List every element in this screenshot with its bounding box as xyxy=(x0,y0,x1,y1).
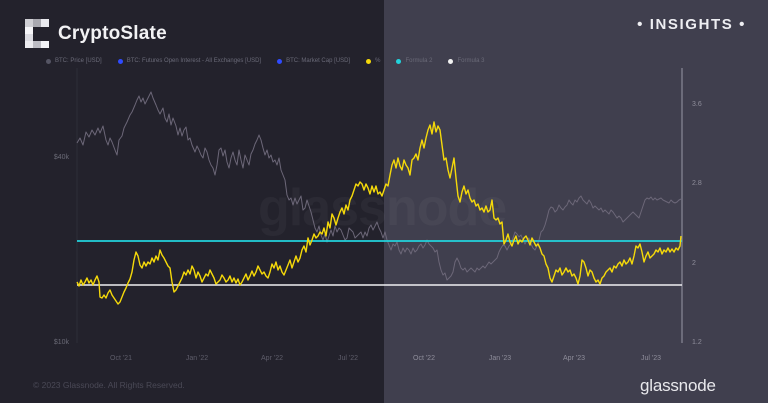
copyright-text: © 2023 Glassnode. All Rights Reserved. xyxy=(33,380,185,390)
legend-label: BTC: Futures Open Interest - All Exchang… xyxy=(126,58,262,64)
legend-label: BTC: Price [USD] xyxy=(55,58,102,64)
legend-dot-icon xyxy=(366,58,372,64)
legend-item-formula-3[interactable]: Formula 3 xyxy=(448,58,484,64)
y-right-tick-3.6: 3.6 xyxy=(692,101,702,108)
insights-badge: • INSIGHTS • xyxy=(637,16,746,33)
percent-ratio-line xyxy=(76,121,682,305)
x-tick: Jan '22 xyxy=(186,355,208,362)
x-tick: Oct '22 xyxy=(413,355,435,362)
x-tick: Apr '22 xyxy=(261,355,283,362)
legend-dot-icon xyxy=(448,58,454,64)
y-left-tick-10k: $10k xyxy=(54,339,70,346)
legend-label: Formula 3 xyxy=(457,58,485,64)
legend-item-formula-2[interactable]: Formula 2 xyxy=(396,58,432,64)
legend-dot-icon xyxy=(117,58,123,64)
legend-item-btc-price[interactable]: BTC: Price [USD] xyxy=(46,58,102,64)
dark-overlay-panel xyxy=(0,0,384,403)
chart-legend: BTC: Price [USD] BTC: Futures Open Inter… xyxy=(46,58,484,64)
legend-label: BTC: Market Cap [USD] xyxy=(286,58,351,64)
legend-dot-icon xyxy=(46,58,51,64)
btc-price-line xyxy=(76,91,682,281)
x-tick: Jul '23 xyxy=(641,355,661,362)
y-right-tick-2: 2 xyxy=(692,260,696,267)
legend-label: % xyxy=(375,58,381,64)
y-right-tick-1.2: 1.2 xyxy=(692,339,702,346)
glassnode-logo: glassnode xyxy=(640,376,716,395)
legend-item-open-interest[interactable]: BTC: Futures Open Interest - All Exchang… xyxy=(117,58,262,64)
x-tick: Apr '23 xyxy=(563,355,585,362)
glassnode-watermark: glassnode xyxy=(258,178,507,238)
brand: CryptoSlate xyxy=(25,19,167,48)
legend-item-percent[interactable]: % xyxy=(366,58,380,64)
legend-dot-icon xyxy=(396,58,402,64)
legend-item-market-cap[interactable]: BTC: Market Cap [USD] xyxy=(277,58,350,64)
legend-dot-icon xyxy=(277,58,283,64)
cryptoslate-logo-icon xyxy=(25,19,49,48)
legend-label: Formula 2 xyxy=(405,58,433,64)
y-left-tick-40k: $40k xyxy=(54,154,70,161)
x-tick: Jul '22 xyxy=(338,355,358,362)
brand-name: CryptoSlate xyxy=(58,22,167,44)
x-tick: Oct '21 xyxy=(110,355,132,362)
x-tick: Jan '23 xyxy=(489,355,511,362)
y-right-tick-2.8: 2.8 xyxy=(692,180,702,187)
